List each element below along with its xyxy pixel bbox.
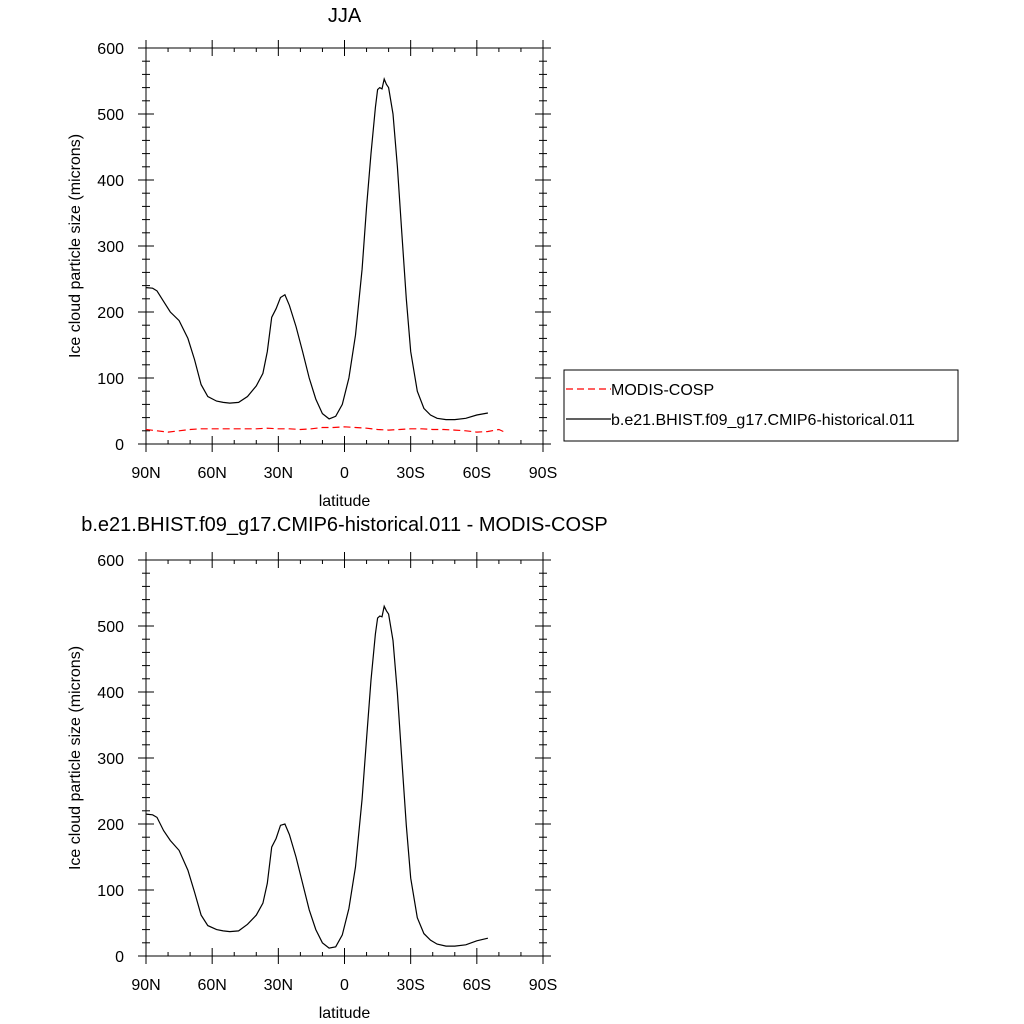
y-tick-label: 300 xyxy=(97,239,124,256)
chart-title: b.e21.BHIST.f09_g17.CMIP6-historical.011… xyxy=(81,514,608,536)
x-axis-label: latitude xyxy=(319,493,371,510)
series-line-model xyxy=(145,77,489,421)
legend-box xyxy=(563,369,959,442)
x-tick-label: 60N xyxy=(197,977,226,994)
plot-frame xyxy=(145,559,544,957)
x-tick-label: 90N xyxy=(131,465,160,482)
y-axis-label: Ice cloud particle size (microns) xyxy=(67,134,84,358)
y-tick-label: 500 xyxy=(97,107,124,124)
plot-frame xyxy=(145,47,544,445)
y-axis-label: Ice cloud particle size (microns) xyxy=(67,646,84,870)
y-tick-label: 200 xyxy=(97,305,124,322)
x-tick-label: 0 xyxy=(340,465,349,482)
x-tick-label: 0 xyxy=(340,977,349,994)
y-tick-label: 100 xyxy=(97,883,124,900)
series-line-model xyxy=(145,604,489,949)
x-tick-label: 60S xyxy=(463,465,491,482)
y-tick-label: 0 xyxy=(115,949,124,966)
y-tick-label: 600 xyxy=(97,553,124,570)
x-tick-label: 60S xyxy=(463,977,491,994)
x-tick-label: 90N xyxy=(131,977,160,994)
x-tick-label: 90S xyxy=(529,465,557,482)
y-tick-label: 500 xyxy=(97,619,124,636)
y-tick-label: 600 xyxy=(97,41,124,58)
chart-panel-2: b.e21.BHIST.f09_g17.CMIP6-historical.011… xyxy=(67,514,608,1022)
legend-label: MODIS-COSP xyxy=(611,382,714,399)
chart-title: JJA xyxy=(328,5,362,27)
legend: MODIS-COSP b.e21.BHIST.f09_g17.CMIP6-hist… xyxy=(563,369,959,442)
y-tick-label: 300 xyxy=(97,751,124,768)
y-tick-label: 400 xyxy=(97,173,124,190)
legend-label: b.e21.BHIST.f09_g17.CMIP6-historical.011 xyxy=(611,412,915,429)
x-tick-label: 30N xyxy=(264,977,293,994)
x-tick-label: 30S xyxy=(396,977,424,994)
series-line-modis-cosp xyxy=(145,426,504,433)
x-tick-label: 90S xyxy=(529,977,557,994)
y-tick-label: 0 xyxy=(115,437,124,454)
chart-panel-1: JJA 90N 60N 30N 0 30S 60S 90S 0 100 200 300 400 500 60… xyxy=(67,5,959,510)
x-tick-label: 30N xyxy=(264,465,293,482)
x-axis-label: latitude xyxy=(319,1005,371,1022)
y-tick-label: 100 xyxy=(97,371,124,388)
x-tick-label: 30S xyxy=(396,465,424,482)
y-tick-label: 400 xyxy=(97,685,124,702)
x-tick-label: 60N xyxy=(197,465,226,482)
y-tick-label: 200 xyxy=(97,817,124,834)
